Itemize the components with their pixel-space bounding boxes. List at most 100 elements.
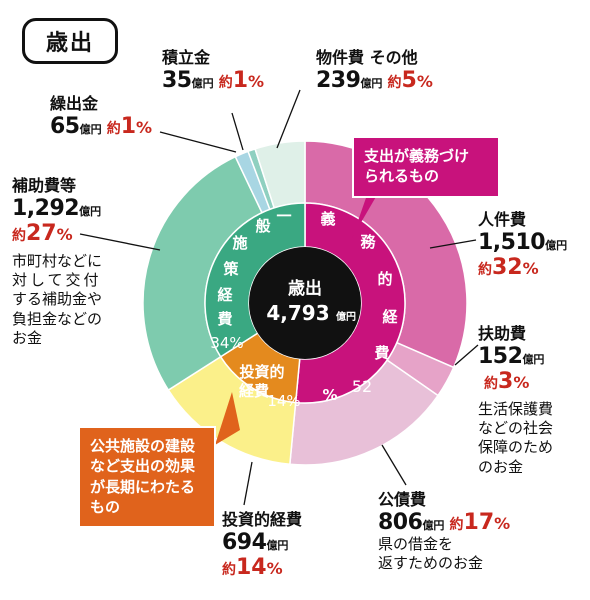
hojo-note-5: お金	[12, 328, 43, 347]
mandatory-pct-sign: %	[322, 386, 337, 404]
callout-mandatory-line-1: 支出が義務づけ	[364, 147, 470, 165]
label-hojo: 補助費等 1,292億円 約27% 市町村などに 対して交付 する補助金や 負担…	[12, 172, 102, 348]
jinken-yaku: 約	[478, 262, 492, 278]
bukken-pct-num: 5	[401, 68, 417, 93]
label-kuridashi: 繰出金 65億円 約1%	[50, 90, 152, 139]
tsumitate-pct-num: 1	[232, 68, 249, 93]
toshi-value: 694	[222, 530, 267, 555]
mandatory-char-4: 経	[382, 308, 398, 326]
callout-investment-line-2: など支出の効果	[90, 457, 196, 476]
general-char-1: 一	[276, 207, 291, 225]
investment-label-1: 投資的	[239, 363, 284, 381]
hojo-yaku: 約	[12, 228, 26, 244]
mandatory-char-3: 的	[377, 270, 392, 288]
tsumitate-name: 積立金	[162, 48, 211, 67]
label-fujo: 扶助費 152億円 約3% 生活保護費 などの社会 保障のため のお金	[478, 320, 553, 477]
title-text: 歳出	[45, 31, 94, 56]
toshi-pct-num: 14	[236, 555, 267, 580]
mandatory-pct: 52	[352, 377, 372, 396]
label-kosai: 公債費 806億円 約17% 県の借金を 返すためのお金	[378, 486, 510, 573]
investment-pct: 14%	[267, 392, 300, 410]
tsumitate-yaku: 約	[218, 75, 233, 91]
hojo-pct-num: 27	[26, 221, 57, 246]
fujo-unit: 億円	[522, 353, 545, 366]
inner-label-general: 一 般 施 策 経 費 34%	[210, 207, 291, 352]
jinken-value: 1,510	[478, 230, 546, 255]
kosai-value: 806	[378, 510, 423, 535]
hojo-name: 補助費等	[12, 176, 77, 195]
fujo-note-1: 生活保護費	[478, 400, 554, 418]
kuridashi-name: 繰出金	[50, 94, 99, 113]
center-title: 歳出	[288, 278, 322, 299]
tsumitate-pct-sign: %	[248, 72, 265, 91]
kuridashi-pct: 約1%	[106, 114, 152, 139]
callout-pointer-mandatory	[352, 195, 377, 238]
hojo-unit: 億円	[79, 205, 102, 218]
hojo-pct-sign: %	[56, 225, 73, 244]
fujo-pct-sign: %	[513, 373, 530, 392]
kosai-note-2: 返すためのお金	[378, 554, 484, 573]
leader-hojo	[79, 233, 161, 251]
mandatory-char-5: 費	[374, 344, 389, 362]
center-unit: 億円	[336, 310, 356, 323]
fujo-name: 扶助費	[478, 324, 527, 343]
kuridashi-value: 65	[50, 114, 80, 139]
kuridashi-pct-num: 1	[120, 114, 137, 139]
general-char-3: 施	[232, 234, 247, 252]
kosai-unit: 億円	[422, 519, 445, 532]
label-toshi: 投資的経費 694億円 約14%	[222, 506, 302, 580]
tsumitate-value: 35	[162, 68, 192, 93]
toshi-pct: 約14%	[222, 555, 302, 580]
fujo-note-3: 保障のため	[478, 438, 554, 457]
jinken-pct-num: 32	[492, 255, 523, 280]
jinken-pct: 約32%	[478, 255, 567, 280]
fujo-note-2: などの社会	[478, 419, 554, 438]
callout-investment-line-4: もの	[90, 497, 121, 516]
kosai-note-1: 県の借金を	[378, 535, 454, 553]
hojo-note-4: 負担金などの	[12, 309, 103, 328]
kosai-pct-num: 17	[463, 510, 495, 535]
hojo-note-3: する補助金や	[12, 290, 103, 309]
label-jinken: 人件費 1,510億円 約32%	[478, 206, 567, 280]
hojo-note-2: 対して交付	[12, 271, 102, 290]
fujo-value: 152	[478, 344, 523, 369]
tsumitate-pct: 約1%	[218, 68, 265, 93]
leader-tsumitate	[231, 112, 244, 151]
bukken-pct: 約5%	[388, 68, 433, 93]
kosai-yaku: 約	[449, 517, 464, 533]
toshi-pct-sign: %	[266, 559, 283, 578]
general-char-4: 策	[222, 260, 239, 278]
center-label: 歳出 4,793 億円	[266, 278, 356, 325]
callout-mandatory-line-2: られるもの	[364, 167, 440, 186]
hojo-value: 1,292	[12, 196, 80, 221]
center-disc	[249, 247, 361, 359]
callout-investment-line-3: が長期にわたる	[90, 477, 196, 496]
fujo-note: 生活保護費 などの社会 保障のため のお金	[478, 400, 553, 477]
general-char-2: 般	[255, 217, 270, 235]
leader-kuridashi	[159, 131, 237, 153]
label-bukken: 物件費 その他 239億円 約5%	[316, 44, 433, 93]
inner-ring	[204, 202, 406, 404]
kuridashi-yaku: 約	[106, 121, 121, 137]
kosai-name: 公債費	[378, 490, 427, 509]
hojo-pct: 約27%	[12, 221, 102, 246]
bukken-unit: 億円	[360, 77, 383, 90]
investment-label-2: 経費	[239, 382, 269, 400]
mandatory-char-2: 務	[360, 233, 376, 251]
mandatory-char-1: 義	[320, 210, 335, 228]
general-char-6: 費	[217, 310, 232, 328]
bukken-name: 物件費 その他	[316, 48, 418, 67]
kosai-note: 県の借金を 返すためのお金	[378, 535, 510, 573]
leader-jinken	[429, 239, 477, 249]
title-badge: 歳出	[22, 18, 118, 64]
toshi-name: 投資的経費	[222, 510, 303, 529]
callout-investment: 公共施設の建設 など支出の効果 が長期にわたる もの	[78, 426, 216, 528]
callout-pointer-investment	[215, 392, 240, 445]
kuridashi-unit: 億円	[79, 123, 102, 136]
general-char-5: 経	[217, 286, 233, 304]
bukken-pct-sign: %	[416, 72, 433, 91]
bukken-value: 239	[316, 68, 361, 93]
callout-mandatory: 支出が義務づけ られるもの	[352, 136, 500, 198]
fujo-pct: 約3%	[478, 369, 553, 394]
jinken-pct-sign: %	[522, 259, 539, 278]
